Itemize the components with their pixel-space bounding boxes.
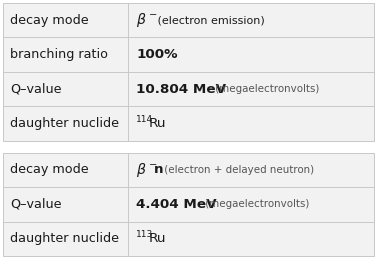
Text: Q–value: Q–value <box>10 83 61 96</box>
Text: 4.404 MeV: 4.404 MeV <box>136 198 217 211</box>
Text: decay mode: decay mode <box>10 14 89 27</box>
Text: (megaelectronvolts): (megaelectronvolts) <box>202 199 310 209</box>
Text: Ru: Ru <box>149 117 166 130</box>
Text: $\beta^-$: $\beta^-$ <box>136 11 158 29</box>
Text: (megaelectronvolts): (megaelectronvolts) <box>212 84 320 94</box>
Text: $\beta^-$: $\beta^-$ <box>136 161 158 179</box>
Text: 100%: 100% <box>136 48 178 61</box>
Text: 114: 114 <box>136 114 153 124</box>
Text: daughter nuclide: daughter nuclide <box>10 117 119 130</box>
Bar <box>3 3 374 141</box>
Text: Ru: Ru <box>149 232 166 245</box>
Text: (electron emission): (electron emission) <box>155 15 265 25</box>
Text: n: n <box>153 163 163 176</box>
Bar <box>3 153 374 256</box>
Text: Q–value: Q–value <box>10 198 61 211</box>
Text: 10.804 MeV: 10.804 MeV <box>136 83 227 96</box>
Text: (electron + delayed neutron): (electron + delayed neutron) <box>161 165 314 175</box>
Text: branching ratio: branching ratio <box>10 48 108 61</box>
Text: 113: 113 <box>136 230 154 239</box>
Text: daughter nuclide: daughter nuclide <box>10 232 119 245</box>
Text: decay mode: decay mode <box>10 163 89 176</box>
